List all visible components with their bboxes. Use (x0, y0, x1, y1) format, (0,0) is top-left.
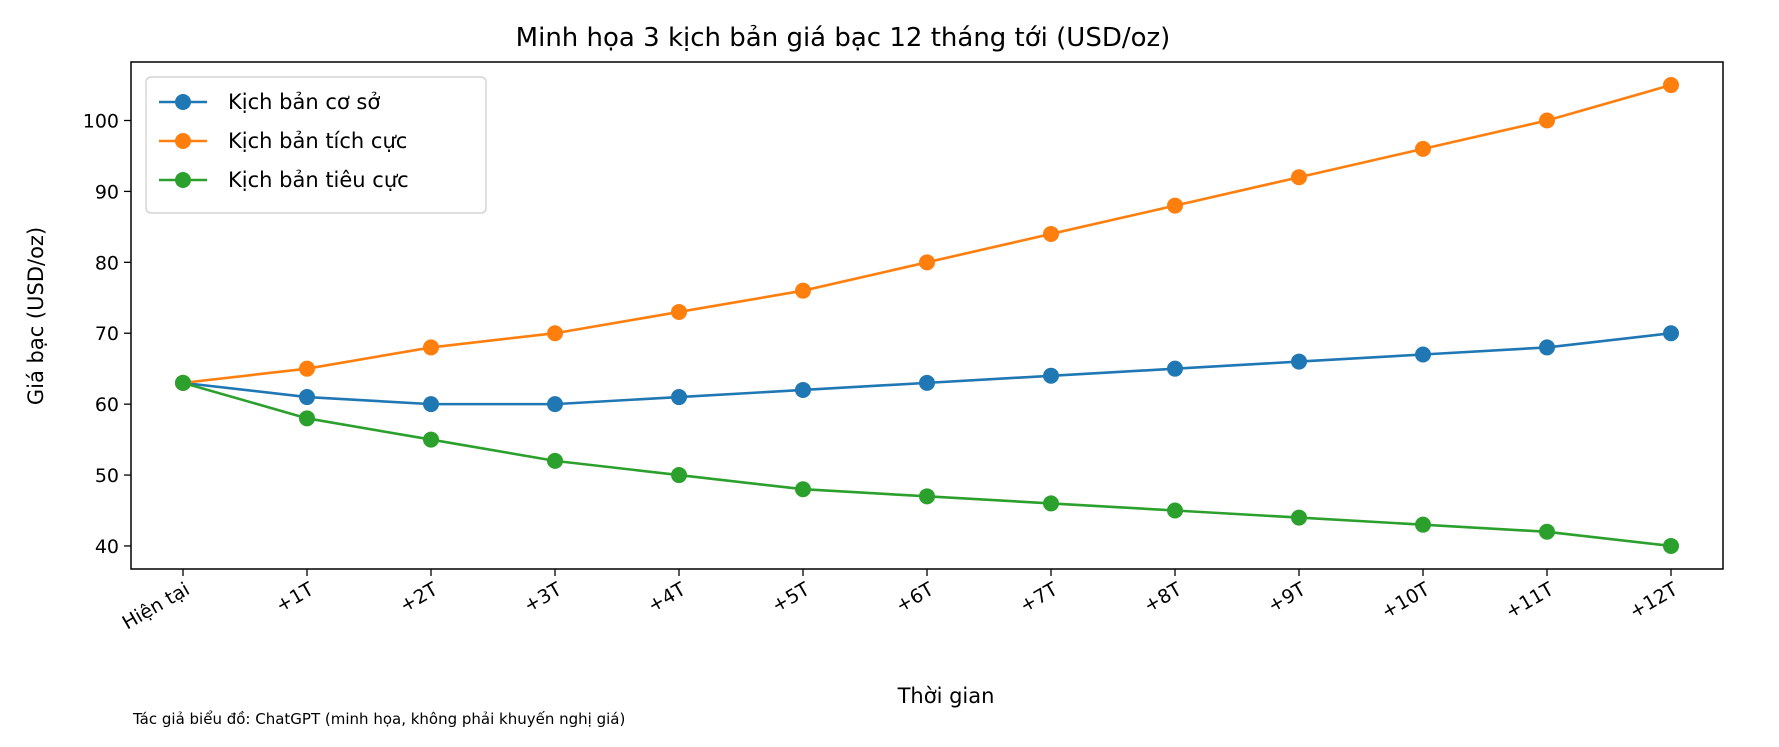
y-axis: 40 50 60 70 80 90 100 (83, 111, 131, 558)
data-point (299, 410, 315, 427)
data-point (671, 303, 687, 320)
data-point (1663, 537, 1679, 554)
chart-title: Minh họa 3 kịch bản giá bạc 12 tháng tới… (516, 23, 1171, 53)
data-point (299, 360, 315, 377)
x-tick-label: +11T (1502, 578, 1558, 623)
data-point (1415, 346, 1431, 363)
x-tick-label: +6T (892, 578, 938, 617)
data-point (1415, 516, 1431, 533)
legend: Kịch bản cơ sở Kịch bản tích cực Kịch bản … (145, 76, 487, 214)
x-tick-label: +3T (520, 578, 566, 617)
y-tick-label: 40 (95, 536, 119, 558)
data-point (423, 396, 439, 413)
y-tick-label: 50 (95, 465, 119, 487)
y-tick-label: 100 (83, 111, 119, 133)
x-tick-label: +9T (1264, 578, 1310, 617)
data-point (547, 452, 563, 469)
x-tick-label: +7T (1016, 578, 1062, 617)
data-point (1291, 169, 1307, 186)
data-point (547, 396, 563, 413)
data-point (919, 488, 935, 505)
data-point (1539, 112, 1555, 129)
data-point (795, 481, 811, 498)
data-point (175, 374, 191, 391)
data-point (1539, 339, 1555, 356)
y-tick-label: 80 (95, 252, 119, 274)
y-tick-label: 90 (95, 181, 119, 203)
data-point (1043, 495, 1059, 512)
data-point (1291, 353, 1307, 370)
series-3 (175, 374, 1679, 554)
x-tick-label: Hiện tại (119, 578, 194, 634)
legend-label: Kịch bản tiêu cực (228, 168, 409, 192)
legend-marker (175, 172, 191, 188)
x-tick-label: +8T (1140, 578, 1186, 617)
data-point (671, 467, 687, 484)
data-point (919, 374, 935, 391)
x-axis: Hiện tại +1T +2T +3T +4T +5T +6T +7T +8T +9T +10T +… (119, 569, 1682, 634)
series-2 (175, 77, 1679, 391)
data-point (299, 389, 315, 406)
data-point (1167, 197, 1183, 214)
legend-label: Kịch bản tích cực (228, 129, 407, 153)
x-tick-label: +5T (768, 578, 814, 617)
data-point (1291, 509, 1307, 526)
data-point (795, 282, 811, 299)
x-tick-label: +4T (644, 578, 690, 617)
x-tick-label: +10T (1378, 578, 1434, 623)
data-point (795, 381, 811, 398)
x-axis-label: Thời gian (897, 684, 995, 708)
y-axis-label: Giá bạc (USD/oz) (24, 227, 48, 405)
data-point (1167, 502, 1183, 519)
series-1 (175, 325, 1679, 413)
data-point (1663, 325, 1679, 342)
legend-marker (175, 94, 191, 110)
data-point (1043, 367, 1059, 384)
data-point (919, 254, 935, 271)
x-tick-label: +2T (396, 578, 442, 617)
y-tick-label: 70 (95, 323, 119, 345)
series-line (182, 381, 1672, 548)
data-point (671, 389, 687, 406)
data-point (1043, 225, 1059, 242)
footnote: Tác giả biểu đồ: ChatGPT (minh họa, khôn… (132, 710, 625, 728)
data-point (423, 339, 439, 356)
data-point (1415, 140, 1431, 157)
series-layer (175, 77, 1679, 554)
legend-frame (145, 76, 487, 214)
data-point (1539, 523, 1555, 540)
data-point (423, 431, 439, 448)
y-tick-label: 60 (95, 394, 119, 416)
data-point (1167, 360, 1183, 377)
data-point (547, 325, 563, 342)
x-tick-label: +1T (272, 578, 318, 617)
legend-label: Kịch bản cơ sở (228, 90, 380, 114)
data-point (1663, 77, 1679, 94)
x-tick-label: +12T (1626, 578, 1682, 623)
series-line (182, 331, 1672, 406)
legend-marker (175, 133, 191, 149)
